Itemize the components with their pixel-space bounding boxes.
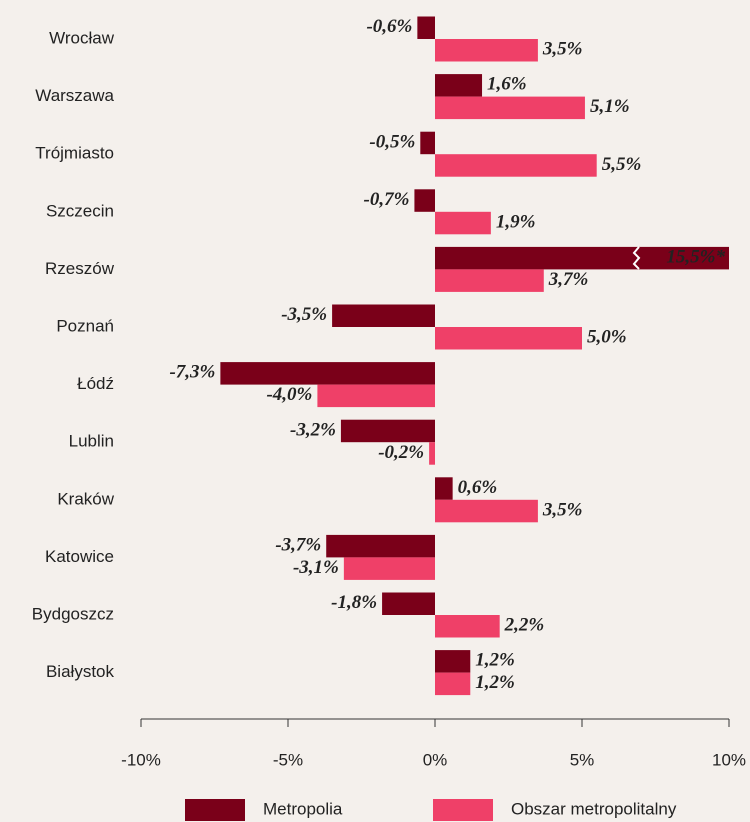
category-label: Trójmiasto — [35, 144, 114, 163]
value-label: -0,5% — [369, 131, 415, 152]
value-label: 5,5% — [602, 154, 642, 175]
legend-swatch — [433, 799, 493, 821]
bar — [343, 557, 435, 580]
category-label: Lublin — [69, 432, 114, 451]
bar — [435, 477, 453, 500]
value-label: -1,8% — [331, 592, 377, 613]
bar — [435, 246, 729, 270]
axis-break — [632, 246, 641, 270]
bar — [435, 154, 597, 177]
category-label: Łódź — [77, 374, 114, 393]
value-label: 1,2% — [475, 650, 515, 671]
value-label: 3,5% — [542, 499, 583, 520]
bar — [435, 672, 471, 696]
legend-label: Obszar metropolitalny — [511, 799, 677, 818]
category-label: Białystok — [46, 662, 115, 681]
bars — [220, 16, 729, 696]
bar — [435, 615, 500, 638]
bar — [435, 269, 544, 292]
bar — [317, 384, 435, 408]
bar — [417, 16, 435, 39]
bar — [420, 131, 435, 155]
bar — [435, 499, 538, 523]
legend-label: Metropolia — [263, 799, 343, 818]
category-label: Katowice — [45, 547, 114, 566]
value-label: 1,6% — [487, 74, 527, 95]
value-label: -0,7% — [364, 189, 410, 210]
category-label: Szczecin — [46, 201, 114, 220]
value-label: -7,3% — [169, 362, 215, 383]
value-label: 1,2% — [475, 672, 515, 693]
bar — [435, 327, 582, 350]
value-label: -0,6% — [366, 16, 412, 37]
value-label: 15,5%* — [666, 247, 725, 268]
value-label: -3,5% — [281, 304, 327, 325]
category-label: Rzeszów — [45, 259, 115, 278]
value-label: 3,5% — [542, 39, 583, 60]
x-tick-label: 10% — [712, 750, 746, 769]
x-tick-label: 5% — [570, 750, 595, 769]
bar — [340, 419, 435, 443]
category-label: Wrocław — [49, 28, 115, 47]
x-tick-label: 0% — [423, 750, 448, 769]
value-label: -3,2% — [290, 419, 336, 440]
category-label: Poznań — [56, 316, 114, 335]
category-label: Warszawa — [35, 86, 114, 105]
bar — [435, 650, 471, 673]
bar — [332, 304, 435, 327]
bar — [435, 96, 585, 120]
bar — [414, 189, 435, 212]
x-tick-label: -5% — [273, 750, 303, 769]
value-label: -3,1% — [293, 557, 339, 578]
bar — [220, 362, 435, 385]
value-label: -4,0% — [266, 384, 312, 405]
value-label: -3,7% — [275, 535, 321, 556]
legend-swatch — [185, 799, 245, 821]
value-label: 1,9% — [496, 211, 536, 232]
bar — [435, 39, 538, 62]
value-label: 5,0% — [587, 327, 627, 348]
bar — [382, 592, 435, 615]
bar — [326, 534, 435, 558]
value-label: -0,2% — [378, 442, 424, 463]
value-label: 0,6% — [458, 477, 498, 498]
value-label: 2,2% — [504, 615, 545, 636]
bar — [435, 211, 491, 235]
bar — [429, 442, 435, 465]
category-label: Bydgoszcz — [32, 604, 114, 623]
value-label: 3,7% — [548, 269, 589, 290]
value-label: 5,1% — [590, 96, 630, 117]
category-label: Kraków — [57, 489, 114, 508]
bar — [435, 74, 483, 97]
x-tick-label: -10% — [121, 750, 161, 769]
